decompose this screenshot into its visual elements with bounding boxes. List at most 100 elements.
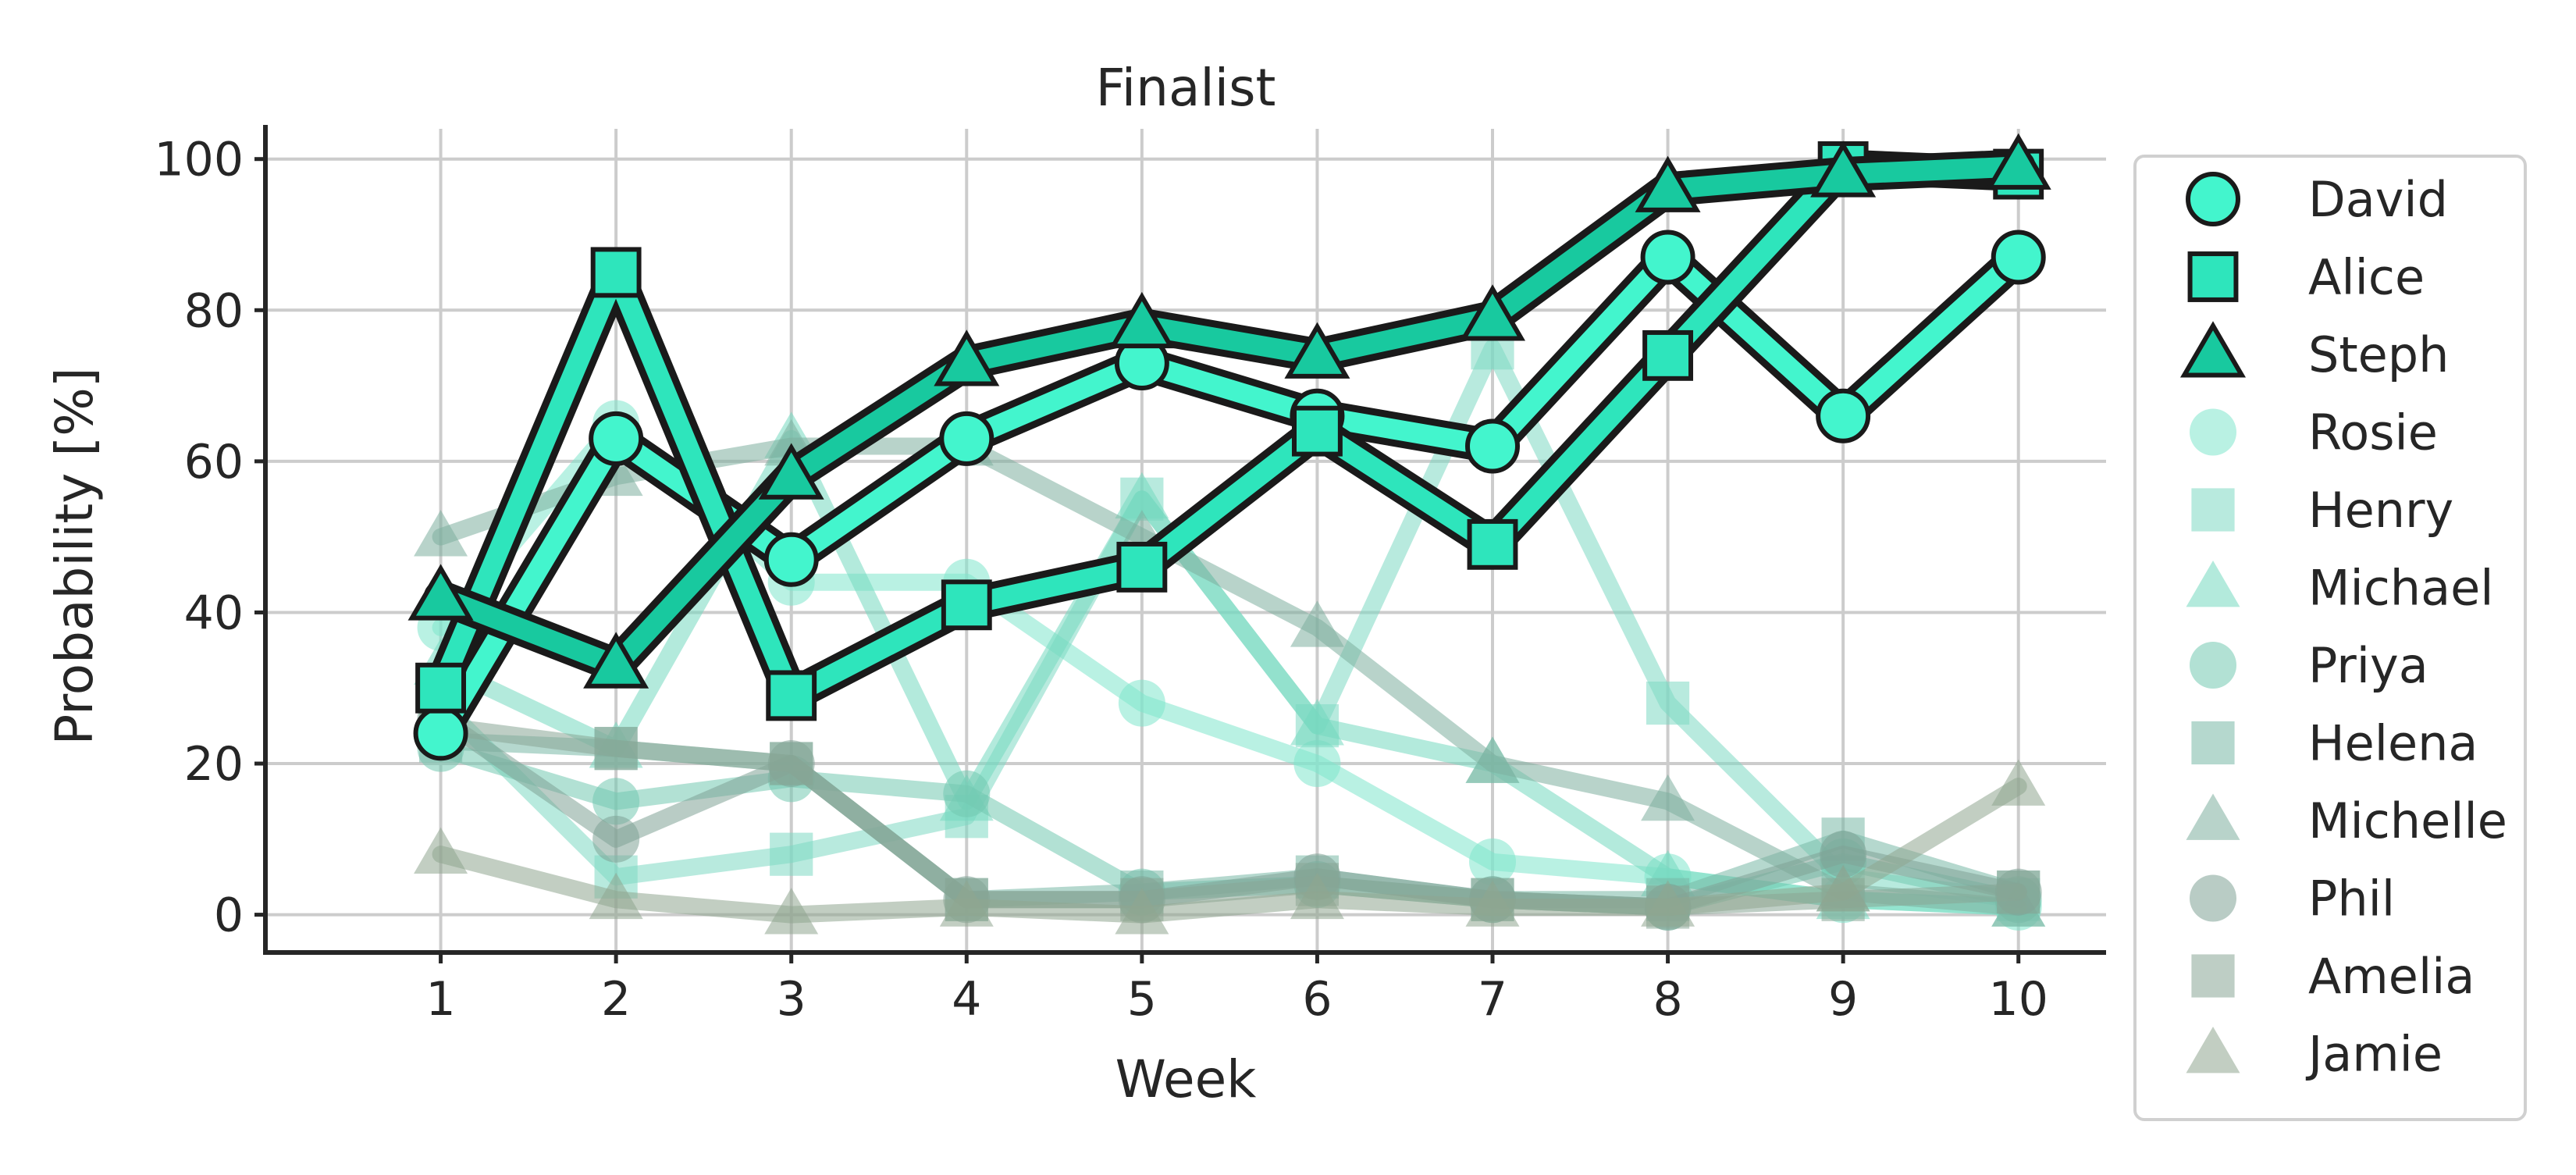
- data-point-henry-week-8: [1646, 681, 1690, 725]
- x-tick-label-3: 3: [777, 972, 806, 1027]
- data-point-david-week-4: [939, 411, 994, 466]
- legend-label-rosie: Rosie: [2308, 404, 2438, 461]
- data-point-jamie-week-1: [414, 827, 468, 874]
- series-layer: [407, 133, 2051, 935]
- legend-label-helena: Helena: [2308, 715, 2478, 772]
- x-tick-label-10: 10: [1989, 972, 2048, 1027]
- x-tick-label-8: 8: [1653, 972, 1682, 1027]
- legend-label-michael: Michael: [2308, 560, 2493, 617]
- legend-label-alice: Alice: [2308, 249, 2425, 306]
- data-point-jamie-week-6: [1290, 872, 1344, 920]
- data-point-rosie-week-7: [1469, 838, 1516, 885]
- legend-marker-david: [2186, 172, 2240, 226]
- data-point-jamie-week-5: [1115, 888, 1169, 935]
- data-point-priya-week-2: [592, 778, 640, 825]
- data-point-amelia-week-3: [770, 742, 813, 785]
- data-point-michael-week-5: [1115, 472, 1169, 519]
- data-point-david-week-2: [589, 411, 644, 466]
- legend-item-michelle: Michelle: [2186, 792, 2507, 849]
- legend-label-priya: Priya: [2308, 637, 2428, 694]
- data-point-steph-week-3: [758, 443, 824, 500]
- legend: David Alice Steph Rosie Henry Michael Priya Hel…: [2133, 155, 2527, 1121]
- legend-label-david: David: [2308, 171, 2448, 228]
- data-point-alice-week-3: [766, 670, 817, 721]
- x-tick-label-6: 6: [1302, 972, 1332, 1027]
- data-point-henry-week-3: [770, 832, 813, 876]
- legend-item-phil: Phil: [2190, 871, 2395, 928]
- legend-item-rosie: Rosie: [2190, 404, 2438, 461]
- data-point-jamie-week-10: [1991, 759, 2046, 806]
- data-point-phil-week-2: [592, 815, 640, 863]
- data-point-steph-week-10: [1985, 133, 2051, 190]
- data-point-alice-week-7: [1467, 518, 1518, 570]
- legend-label-henry: Henry: [2308, 482, 2453, 539]
- legend-marker-rosie: [2190, 408, 2236, 456]
- legend-label-amelia: Amelia: [2308, 948, 2475, 1005]
- data-point-alice-week-1: [415, 662, 467, 714]
- data-point-steph-week-9: [1810, 141, 1877, 198]
- data-point-rosie-week-5: [1118, 679, 1165, 727]
- legend-item-steph: Steph: [2179, 321, 2449, 383]
- legend-marker-amelia: [2191, 954, 2235, 998]
- data-point-steph-week-4: [934, 329, 1000, 386]
- legend-marker-henry: [2191, 488, 2235, 532]
- legend-label-steph: Steph: [2308, 326, 2449, 383]
- data-point-david-week-1: [413, 706, 468, 761]
- series-jamie: [414, 759, 2046, 935]
- data-point-michael-week-6: [1290, 699, 1344, 746]
- y-tick-label-0: 0: [214, 888, 244, 943]
- legend-marker-phil: [2190, 874, 2236, 922]
- legend-marker-priya: [2190, 642, 2236, 689]
- legend-label-jamie: Jamie: [2305, 1026, 2443, 1083]
- y-tick-label-40: 40: [184, 586, 244, 640]
- legend-frame: [2133, 155, 2527, 1121]
- data-point-david-week-3: [763, 532, 819, 587]
- data-point-alice-week-2: [590, 247, 642, 298]
- series-line-jamie: [432, 778, 2027, 924]
- data-point-david-week-9: [1816, 388, 1871, 443]
- x-tick-label-4: 4: [952, 972, 981, 1027]
- data-point-jamie-week-8: [1641, 880, 1695, 927]
- data-point-amelia-week-10: [1997, 870, 2041, 914]
- data-point-jamie-week-4: [939, 880, 994, 927]
- data-point-michelle-week-6: [1290, 600, 1344, 647]
- legend-label-michelle: Michelle: [2308, 792, 2507, 849]
- data-point-alice-week-4: [941, 579, 992, 631]
- data-point-steph-week-5: [1108, 291, 1175, 349]
- legend-marker-alice: [2187, 251, 2239, 302]
- data-point-david-week-8: [1640, 230, 1695, 285]
- data-point-steph-week-8: [1635, 155, 1701, 212]
- y-tick-label-60: 60: [184, 435, 244, 490]
- legend-item-amelia: Amelia: [2191, 948, 2475, 1005]
- data-point-amelia-week-2: [594, 727, 638, 771]
- data-point-jamie-week-3: [764, 888, 819, 935]
- data-point-jamie-week-2: [589, 872, 643, 920]
- data-point-david-week-10: [1991, 230, 2046, 285]
- data-point-alice-week-5: [1116, 541, 1168, 593]
- y-tick-label-80: 80: [184, 283, 244, 338]
- legend-marker-michael: [2186, 561, 2240, 607]
- data-point-priya-week-4: [943, 770, 991, 817]
- y-tick-label-20: 20: [184, 737, 244, 792]
- data-point-phil-week-9: [1820, 831, 1867, 878]
- x-tick-label-2: 2: [601, 972, 631, 1027]
- data-point-jamie-week-7: [1465, 880, 1520, 927]
- legend-item-henry: Henry: [2191, 482, 2453, 539]
- data-point-michelle-week-8: [1641, 774, 1695, 821]
- data-point-steph-week-6: [1284, 322, 1350, 379]
- x-tick-label-9: 9: [1828, 972, 1858, 1027]
- data-point-jamie-week-9: [1816, 865, 1870, 912]
- legend-item-priya: Priya: [2190, 637, 2428, 694]
- x-axis-label: Week: [1115, 1049, 1258, 1109]
- series-alice: [415, 141, 2044, 721]
- data-point-steph-week-1: [407, 564, 474, 621]
- legend-item-david: David: [2186, 171, 2448, 228]
- data-point-alice-week-6: [1291, 405, 1343, 457]
- data-point-rosie-week-6: [1293, 740, 1341, 788]
- legend-item-alice: Alice: [2187, 249, 2425, 306]
- data-point-david-week-7: [1465, 418, 1520, 474]
- legend-marker-helena: [2191, 721, 2235, 765]
- legend-item-helena: Helena: [2191, 715, 2478, 772]
